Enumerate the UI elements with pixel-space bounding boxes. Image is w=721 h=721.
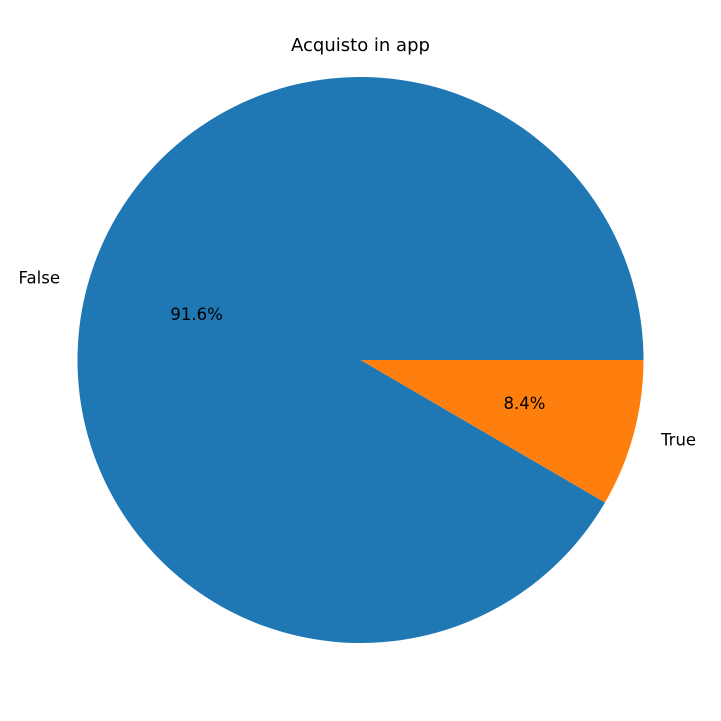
slice-label-true: True [660,431,696,450]
pct-label-true: 8.4% [503,394,545,413]
pct-label-false: 91.6% [170,305,222,324]
pie-slice-true [360,360,644,503]
chart-title: Acquisto in app [291,35,430,56]
slice-label-false: False [19,268,60,287]
pie-slice-false [77,77,644,644]
pie-slices [77,77,644,644]
pie-labels: False 91.6% True 8.4% [19,268,697,449]
